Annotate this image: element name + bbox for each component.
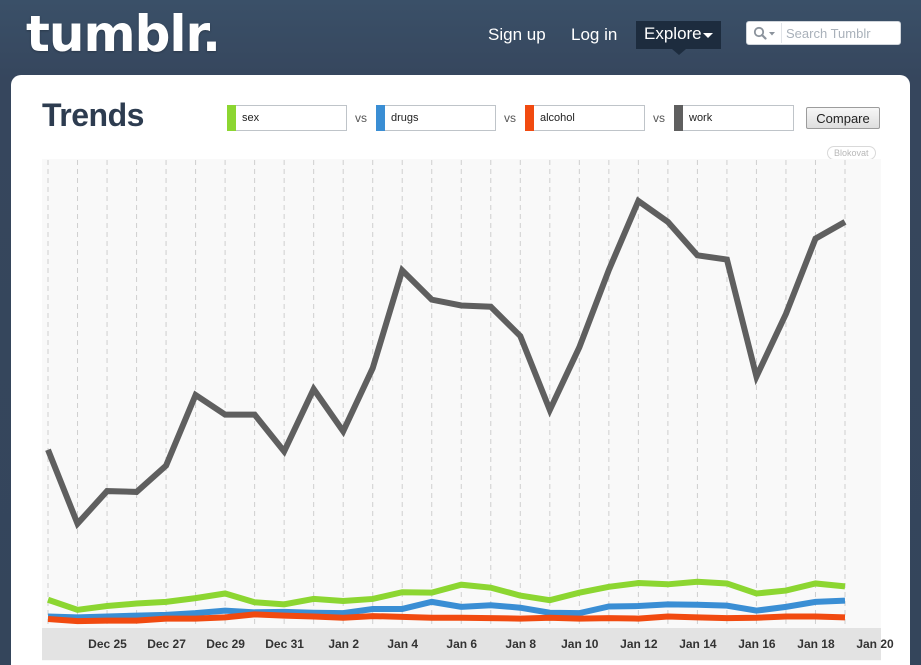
trends-panel: Trends vs vs vs Compare Blokovat (11, 75, 910, 665)
search-icon[interactable] (753, 26, 779, 42)
search-input[interactable] (781, 23, 897, 43)
x-tick-label: Jan 20 (856, 637, 894, 651)
term-color-swatch (525, 105, 534, 131)
term-input-sex[interactable] (242, 110, 342, 126)
term-field-1[interactable] (227, 105, 347, 131)
term-color-swatch (227, 105, 236, 131)
term-input-work[interactable] (689, 110, 789, 126)
term-field-4[interactable] (674, 105, 794, 131)
term-input-drugs[interactable] (391, 110, 491, 126)
x-tick-label: Jan 12 (620, 637, 658, 651)
x-tick-label: Dec 31 (265, 637, 304, 651)
term-field-3[interactable] (525, 105, 645, 131)
log-in-link[interactable]: Log in (571, 25, 618, 44)
x-tick-label: Dec 25 (88, 637, 127, 651)
term-input-alcohol[interactable] (540, 110, 640, 126)
term-color-swatch (674, 105, 683, 131)
series-line-drugs (47, 597, 846, 621)
x-tick-label: Jan 8 (505, 637, 536, 651)
series-line-work (45, 196, 847, 530)
page-title: Trends (42, 97, 144, 133)
tumblr-logo[interactable]: tumblr. (26, 5, 221, 63)
x-axis-band (42, 628, 881, 660)
term-color-swatch (376, 105, 385, 131)
term-field-2[interactable] (376, 105, 496, 131)
x-tick-label: Jan 6 (446, 637, 477, 651)
x-tick-label: Jan 16 (738, 637, 776, 651)
x-tick-label: Dec 29 (206, 637, 245, 651)
x-tick-label: Dec 27 (147, 637, 186, 651)
x-tick-label: Jan 4 (387, 637, 418, 651)
compare-button[interactable]: Compare (806, 107, 880, 129)
vs-label: vs (653, 111, 665, 125)
series-line-sex (47, 578, 846, 613)
x-tick-label: Jan 2 (328, 637, 359, 651)
explore-menu-button[interactable]: Explore (636, 21, 721, 49)
x-tick-label: Jan 14 (679, 637, 717, 651)
vs-label: vs (355, 111, 367, 125)
explore-notch (672, 49, 686, 55)
vs-label: vs (504, 111, 516, 125)
explore-label: Explore (644, 24, 702, 43)
sign-up-link[interactable]: Sign up (488, 25, 546, 44)
x-tick-label: Jan 18 (797, 637, 835, 651)
search-box[interactable] (746, 21, 901, 45)
series-line-alcohol (47, 611, 846, 625)
x-tick-label: Jan 10 (561, 637, 599, 651)
caret-down-icon (703, 33, 713, 38)
